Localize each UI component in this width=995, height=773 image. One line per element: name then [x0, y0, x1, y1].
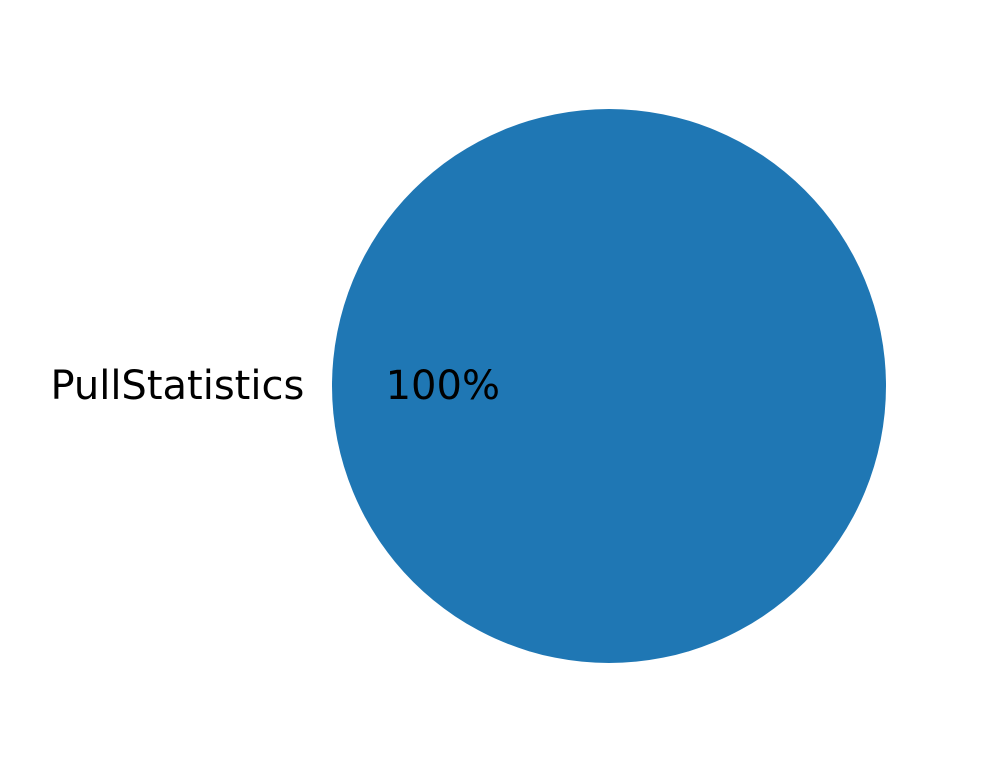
pie-slices — [332, 109, 886, 663]
pie-slice — [332, 109, 886, 663]
pie-labels: PullStatistics 100% — [50, 363, 500, 409]
slice-label: PullStatistics — [50, 363, 304, 409]
slice-percent-label: 100% — [386, 363, 500, 409]
